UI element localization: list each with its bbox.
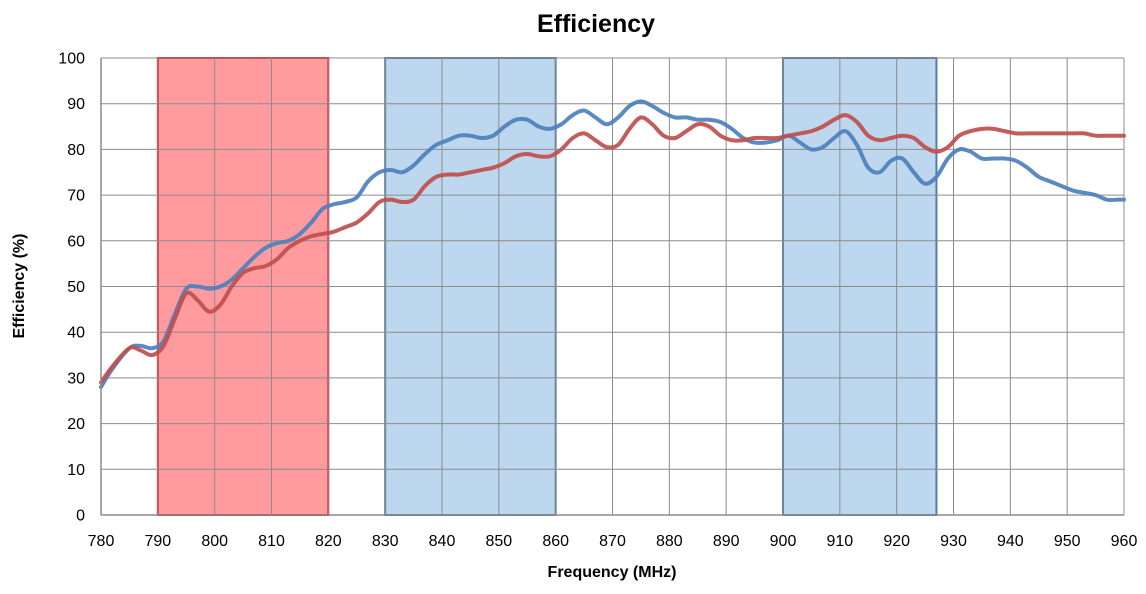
x-tick-label: 950 <box>1054 533 1081 550</box>
x-tick-label: 800 <box>201 533 228 550</box>
y-tick-label: 20 <box>67 416 85 433</box>
y-tick-label: 80 <box>67 142 85 159</box>
x-tick-label: 940 <box>997 533 1024 550</box>
series-line-2 <box>99 113 1126 385</box>
x-tick-label: 780 <box>88 533 115 550</box>
y-tick-label: 40 <box>67 325 85 342</box>
x-tick-label: 920 <box>883 533 910 550</box>
chart-title: Efficiency <box>537 10 655 38</box>
x-tick-label: 910 <box>826 533 853 550</box>
y-tick-label: 60 <box>67 233 85 250</box>
x-tick-label: 840 <box>429 533 456 550</box>
y-tick-label: 50 <box>67 279 85 296</box>
x-tick-label: 820 <box>315 533 342 550</box>
tick-labels: 780 790 800 810 820 830 840 850 860 870 880 890 900 9… <box>58 51 1137 551</box>
x-tick-label: 870 <box>599 533 626 550</box>
y-tick-label: 0 <box>76 508 85 525</box>
x-axis-title: Frequency (MHz) <box>548 564 677 581</box>
x-tick-label: 810 <box>258 533 285 550</box>
series-line-1 <box>99 99 1126 390</box>
y-tick-label: 30 <box>67 370 85 387</box>
x-tick-label: 850 <box>485 533 512 550</box>
x-tick-label: 880 <box>656 533 683 550</box>
axes <box>100 58 1124 516</box>
y-tick-label: 10 <box>67 462 85 479</box>
x-tick-label: 960 <box>1111 533 1138 550</box>
series-lines <box>99 99 1126 390</box>
x-tick-label: 790 <box>144 533 171 550</box>
y-tick-label: 100 <box>58 51 85 68</box>
y-axis-title: Efficiency (%) <box>11 234 28 339</box>
x-tick-label: 860 <box>542 533 569 550</box>
y-tick-label: 70 <box>67 188 85 205</box>
x-tick-label: 890 <box>713 533 740 550</box>
x-tick-label: 900 <box>770 533 797 550</box>
x-tick-label: 930 <box>940 533 967 550</box>
x-tick-label: 830 <box>372 533 399 550</box>
y-tick-label: 90 <box>67 96 85 113</box>
